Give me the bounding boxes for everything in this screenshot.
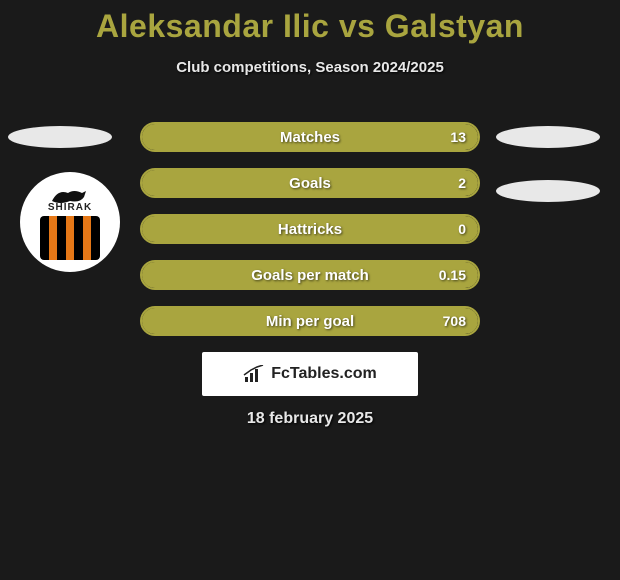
- date-text: 18 february 2025: [247, 410, 373, 428]
- comparison-infographic: Aleksandar Ilic vs Galstyan Club competi…: [0, 0, 620, 580]
- stat-value-right: 0: [458, 221, 466, 237]
- stat-label: Goals: [289, 175, 331, 192]
- stat-label: Hattricks: [278, 221, 342, 238]
- subtitle: Club competitions, Season 2024/2025: [0, 59, 620, 76]
- branding-box: FcTables.com: [202, 352, 418, 396]
- stat-label: Min per goal: [266, 313, 354, 330]
- branding-text: FcTables.com: [271, 365, 377, 383]
- stat-row: Min per goal 708: [140, 306, 480, 336]
- stat-value-right: 13: [450, 129, 466, 145]
- stat-row: Matches 13: [140, 122, 480, 152]
- club-badge: SHIRAK: [20, 172, 120, 272]
- stat-row: Goals 2: [140, 168, 480, 198]
- page-title: Aleksandar Ilic vs Galstyan: [0, 0, 620, 45]
- vs-text: vs: [339, 8, 376, 44]
- right-decor-ellipse-2: [496, 180, 600, 202]
- stat-value-right: 708: [443, 313, 466, 329]
- stat-row: Goals per match 0.15: [140, 260, 480, 290]
- player1-name: Aleksandar Ilic: [96, 8, 329, 44]
- stat-row: Hattricks 0: [140, 214, 480, 244]
- player2-name: Galstyan: [385, 8, 524, 44]
- stat-label: Goals per match: [251, 267, 369, 284]
- stat-label: Matches: [280, 129, 340, 146]
- stat-value-right: 2: [458, 175, 466, 191]
- stat-value-right: 0.15: [439, 267, 466, 283]
- stats-panel: Matches 13 Goals 2 Hattricks 0 Goals per match…: [140, 122, 480, 352]
- badge-stripes: [40, 216, 100, 260]
- left-decor-ellipse: [8, 126, 112, 148]
- chart-icon: [243, 365, 265, 383]
- badge-text: SHIRAK: [48, 202, 92, 213]
- right-decor-ellipse-1: [496, 126, 600, 148]
